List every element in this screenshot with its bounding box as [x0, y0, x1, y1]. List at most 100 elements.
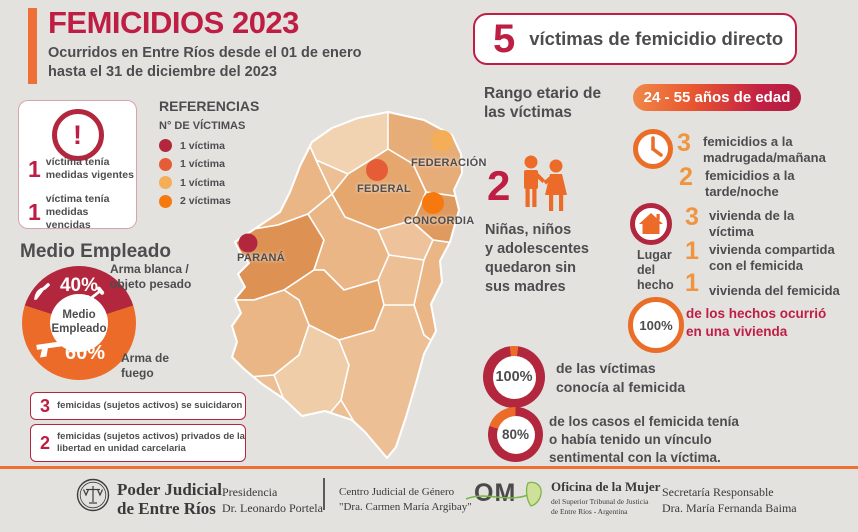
- measure-count: 1: [28, 199, 41, 226]
- legend-item: 1 víctima: [159, 139, 231, 152]
- accent-bar: [28, 8, 37, 84]
- legend-item: 1 víctima: [159, 157, 231, 171]
- time-evening-count: 2: [679, 163, 693, 191]
- measure-row: 1 víctima tenía medidas vencidas: [28, 193, 136, 232]
- offenders-prison-box: 2 femicidas (sujetos activos) privados d…: [30, 424, 246, 462]
- age-range-value: 24 - 55 años de edad: [643, 89, 791, 106]
- concordia-dot: [422, 192, 444, 214]
- secretary-label: Secretaría Responsable: [662, 485, 774, 499]
- place-pct-value: 100%: [639, 317, 673, 333]
- om-logo-graphic: [466, 481, 542, 507]
- place-femicide-home-label: vivienda del femicida: [709, 283, 840, 298]
- federacion-label: FEDERACIÓN: [411, 157, 487, 169]
- time-morning-label: femicidios a la madrugada/mañana: [703, 134, 826, 165]
- slice-60-value: 60%: [64, 342, 106, 364]
- offenders-label: femicidas (sujetos activos) privados de …: [57, 431, 245, 454]
- measure-label: víctima tenía medidas vencidas: [45, 193, 110, 232]
- legend-label: 1 víctima: [180, 158, 225, 170]
- federal-label: FEDERAL: [357, 183, 412, 195]
- bond-pct-value: 80%: [501, 427, 530, 442]
- parana-dot: [238, 233, 258, 253]
- place-victim-home-count: 3: [685, 203, 699, 231]
- bond-pct-ring: 80%: [488, 407, 543, 462]
- legend-dot-icon: [159, 176, 172, 189]
- offenders-count: 3: [40, 396, 51, 416]
- legend-label: 1 víctima: [180, 139, 225, 152]
- direct-victims-label: víctimas de femicidio directo: [529, 28, 784, 49]
- concordia-label: CONCORDIA: [404, 215, 475, 227]
- age-range-label: Rango etario de las víctimas: [484, 85, 602, 122]
- children-label: Niñas, niños y adolescentes quedaron sin…: [485, 222, 589, 296]
- footer-presidency: Presidencia Dr. Leonardo Portela: [222, 485, 323, 516]
- dumbbell-icon: [85, 286, 105, 304]
- office-subtitle: del Superior Tribunal de Justicia de Ent…: [551, 497, 649, 516]
- page-subtitle: Ocurridos en Entre Ríos desde el 01 de e…: [48, 45, 362, 80]
- legend-label: 2 víctimas: [180, 195, 231, 207]
- time-morning-count: 3: [677, 129, 691, 157]
- measures-box: ! 1 víctima tenía medidas vigentes 1 víc…: [18, 100, 137, 232]
- map-outline: [231, 111, 463, 459]
- donut-center-label: Medio Empleado: [51, 309, 107, 335]
- alert-icon: !: [51, 109, 104, 161]
- office-name: Oficina de la Mujer: [551, 479, 661, 494]
- presidency-label: Presidencia: [222, 485, 278, 499]
- legend-item: 2 víctimas: [159, 194, 231, 208]
- place-femicide-home-count: 1: [685, 269, 699, 297]
- legend-title: REFERENCIAS: [159, 98, 260, 114]
- gun-icon: [36, 341, 62, 358]
- age-range-banner: 24 - 55 años de edad: [633, 84, 801, 111]
- slice-40-value: 40%: [59, 275, 99, 296]
- footer-vertical-divider: [323, 478, 325, 510]
- donut-title: Medio Empleado: [20, 241, 171, 262]
- children-count: 2: [487, 162, 511, 209]
- children-silhouettes-icon: [524, 155, 567, 211]
- footer-org-name: Poder Judicial de Entre Ríos: [117, 480, 222, 518]
- parana-label: PARANÁ: [237, 252, 286, 264]
- place-victim-home-label: vivienda de la víctima: [709, 208, 795, 239]
- om-logo: OM: [466, 479, 546, 511]
- place-shared-home-count: 1: [685, 237, 699, 265]
- legend-dot-icon: [159, 139, 172, 152]
- slice-60-label: Arma de fuego: [121, 351, 170, 380]
- page-title: FEMICIDIOS 2023: [48, 5, 299, 40]
- legend-subtitle: N° DE VÍCTIMAS: [159, 120, 246, 132]
- legend-dot-icon: [159, 194, 172, 208]
- judicial-emblem-icon: [76, 478, 110, 512]
- clock-icon: [633, 129, 673, 169]
- direct-victims-count: 5: [493, 17, 516, 61]
- measure-label: víctima tenía medidas vigentes: [45, 156, 134, 182]
- legend-item: 1 víctima: [159, 176, 231, 189]
- slice-40-label: Arma blanca / objeto pesado: [110, 262, 192, 291]
- legend: 1 víctima 1 víctima 1 víctima 2 víctimas: [159, 139, 231, 208]
- medio-empleado-donut: Medio Empleado 40% 60%: [22, 266, 136, 380]
- secretary-name: Dra. María Fernanda Baima: [662, 500, 797, 515]
- place-pct-ring: 100%: [628, 297, 684, 353]
- entre-rios-map: [231, 111, 463, 459]
- legend-dot-icon: [159, 157, 172, 171]
- alert-glyph: !: [73, 119, 82, 150]
- footer-divider: [0, 466, 858, 469]
- presidency-name: Dr. Leonardo Portela: [222, 500, 323, 515]
- offenders-count: 2: [40, 433, 51, 453]
- knife-icon: [34, 283, 50, 300]
- knew-pct-ring: 100%: [483, 346, 545, 408]
- time-evening-label: femicidios a la tarde/noche: [705, 168, 795, 199]
- bond-label: de los casos el femicida tenía o había t…: [549, 414, 739, 466]
- legend-label: 1 víctima: [180, 176, 225, 189]
- measure-count: 1: [28, 155, 41, 182]
- house-icon: [630, 203, 672, 245]
- place-pct-label: de los hechos ocurrió en una vivienda: [686, 306, 827, 340]
- footer-office: Oficina de la Mujer del Superior Tribuna…: [551, 479, 660, 517]
- offenders-label: femicidas (sujetos activos) se suicidaro…: [57, 400, 243, 412]
- place-shared-home-label: vivienda compartida con el femicida: [709, 242, 835, 273]
- measure-row: 1 víctima tenía medidas vigentes: [28, 156, 134, 182]
- footer-secretary: Secretaría Responsable Dra. María Fernan…: [662, 485, 797, 516]
- offenders-suicide-box: 3 femicidas (sujetos activos) se suicida…: [30, 392, 246, 420]
- knew-pct-value: 100%: [495, 369, 533, 385]
- footer-gender-center: Centro Judicial de Género "Dra. Carmen M…: [339, 486, 472, 513]
- place-label: Lugar del hecho: [637, 248, 674, 292]
- direct-victims-box: 5 víctimas de femicidio directo: [473, 13, 797, 65]
- federacion-dot: [431, 130, 453, 152]
- federal-dot: [366, 159, 388, 181]
